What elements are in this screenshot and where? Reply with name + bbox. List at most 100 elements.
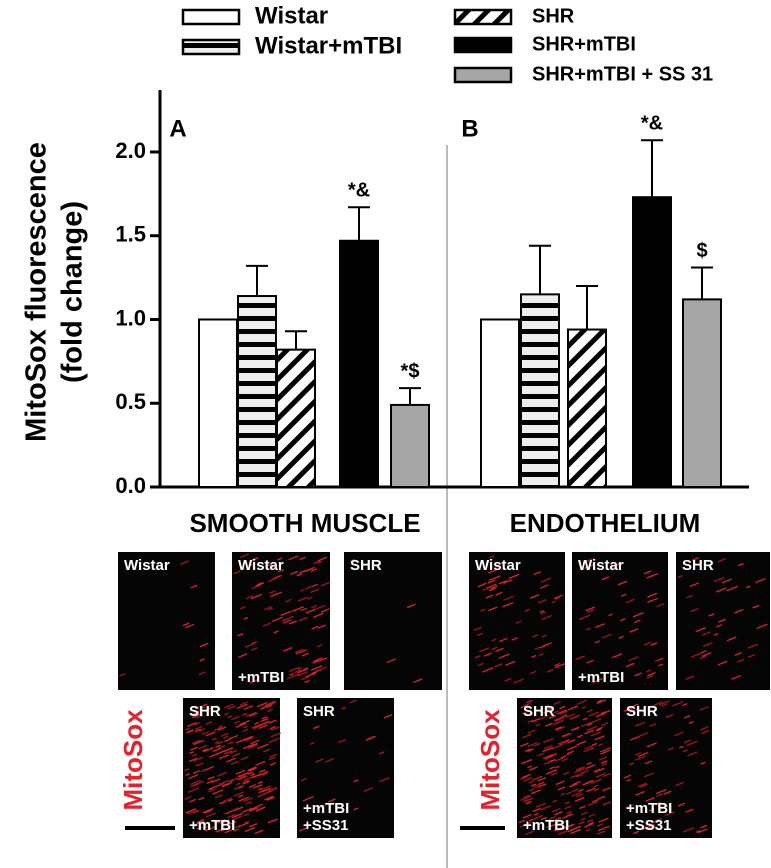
fluorescent-streak <box>551 600 556 604</box>
fluorescent-streak <box>643 641 652 646</box>
fluorescent-streak <box>555 726 566 731</box>
fluorescent-streak <box>485 583 497 589</box>
fluorescent-streak <box>202 825 208 829</box>
fluorescent-streak <box>726 636 737 642</box>
fluorescent-streak <box>525 797 534 802</box>
fluorescent-streak <box>528 729 535 734</box>
fluorescent-streak <box>687 751 698 757</box>
fluorescent-streak <box>313 612 324 618</box>
fluorescent-streak <box>202 748 208 752</box>
fluorescent-streak <box>243 616 249 620</box>
fluorescent-streak <box>180 560 190 565</box>
fluorescent-streak <box>485 594 494 599</box>
fluorescent-streak <box>185 773 190 776</box>
fluorescent-streak <box>239 720 251 726</box>
fluorescent-streak <box>595 772 606 778</box>
fluorescent-streak <box>665 811 675 817</box>
fluorescent-streak <box>189 751 194 754</box>
fluorescent-streak <box>586 726 597 731</box>
fluorescent-streak <box>540 584 549 589</box>
fluorescent-streak <box>263 789 274 795</box>
fluorescent-streak <box>241 712 248 716</box>
fluorescent-streak <box>584 729 594 735</box>
fluorescent-streak <box>227 705 236 710</box>
fluorescent-streak <box>684 715 691 719</box>
fluorescent-streak <box>482 667 494 673</box>
fluorescent-streak <box>581 706 586 709</box>
y-axis-label: (fold change) <box>57 201 89 383</box>
fluorescent-streak <box>561 733 570 737</box>
fluorescent-streak <box>586 762 592 765</box>
fluorescent-streak <box>598 817 609 823</box>
fluorescent-streak <box>532 807 541 813</box>
tile-label: SHR <box>350 557 382 574</box>
fluorescent-streak <box>505 660 516 666</box>
fluorescent-streak <box>612 653 623 659</box>
fluorescent-streak <box>747 643 758 649</box>
fluorescent-streak <box>195 820 205 825</box>
fluorescent-streak <box>531 776 541 781</box>
fluorescent-streak <box>644 772 654 778</box>
fluorescent-streak <box>738 563 744 567</box>
fluorescent-streak <box>533 813 539 816</box>
legend-label: SHR+mTBI + SS 31 <box>532 63 713 85</box>
significance-label: *$ <box>401 360 420 382</box>
fluorescent-streak <box>602 773 611 778</box>
fluorescent-streak <box>482 586 492 591</box>
fluorescent-streak <box>244 642 256 648</box>
fluorescent-streak <box>540 805 551 811</box>
fluorescent-streak <box>202 808 214 814</box>
fluorescent-streak <box>216 819 226 824</box>
fluorescent-streak <box>188 729 194 733</box>
fluorescent-streak <box>626 779 631 782</box>
fluorescent-streak <box>746 585 751 589</box>
fluorescent-streak <box>554 811 563 816</box>
fluorescent-streak <box>244 827 256 833</box>
fluorescent-streak <box>406 603 416 609</box>
fluorescent-streak <box>537 777 547 782</box>
fluorescent-streak <box>564 801 570 805</box>
fluorescent-streak <box>269 565 276 569</box>
fluorescent-streak <box>269 594 275 597</box>
fluorescent-streak <box>597 699 602 703</box>
fluorescent-streak <box>383 714 393 719</box>
fluorescent-streak <box>592 678 603 684</box>
fluorescent-streak <box>554 826 565 832</box>
fluorescent-streak <box>350 559 356 562</box>
fluorescent-streak <box>192 753 197 757</box>
fluorescent-streak <box>199 642 209 648</box>
fluorescent-streak <box>623 774 632 779</box>
fluorescent-streak <box>190 584 198 589</box>
fluorescent-streak <box>683 739 691 743</box>
fluorescent-streak <box>243 705 253 710</box>
fluorescent-streak <box>634 672 643 677</box>
fluorescent-streak <box>267 708 273 712</box>
fluorescent-streak <box>234 720 240 724</box>
fluorescent-streak <box>551 744 563 750</box>
fluorescent-streak <box>309 742 315 745</box>
fluorescent-streak <box>264 795 274 801</box>
fluorescent-streak <box>546 769 557 775</box>
fluorescent-streak <box>543 737 554 743</box>
fluorescent-streak <box>257 781 263 784</box>
micrograph <box>118 552 215 690</box>
fluorescent-streak <box>201 703 208 707</box>
fluorescent-streak <box>498 580 507 585</box>
stain-label: MitoSox <box>475 709 505 811</box>
fluorescent-streak <box>526 699 533 704</box>
fluorescent-streak <box>713 633 719 636</box>
fluorescent-streak <box>259 769 266 773</box>
fluorescent-streak <box>623 707 633 712</box>
fluorescent-streak <box>353 807 359 811</box>
significance-label: *& <box>641 113 663 135</box>
fluorescent-streak <box>294 670 300 674</box>
fluorescent-streak <box>596 728 602 732</box>
fluorescent-streak <box>474 655 481 659</box>
fluorescent-streak <box>271 616 283 622</box>
fluorescent-streak <box>549 766 555 770</box>
bar <box>198 318 238 488</box>
fluorescent-streak <box>630 735 641 741</box>
fluorescent-streak <box>545 704 550 707</box>
fluorescent-streak <box>316 604 326 610</box>
